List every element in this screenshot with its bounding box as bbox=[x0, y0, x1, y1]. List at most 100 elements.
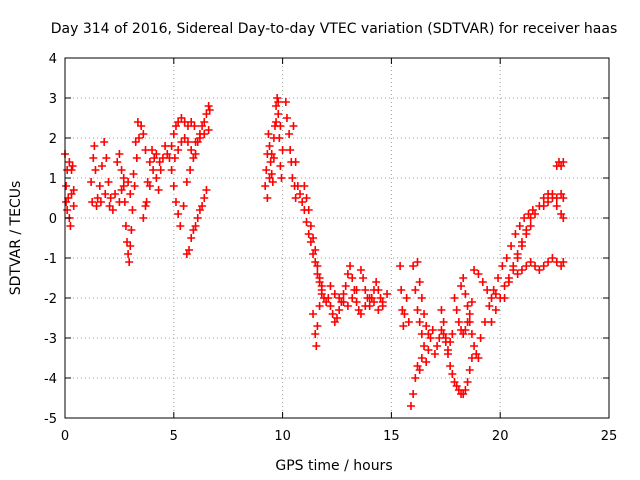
data-point bbox=[272, 118, 281, 126]
data-point bbox=[409, 390, 418, 398]
data-point bbox=[424, 330, 433, 338]
data-point bbox=[142, 198, 151, 206]
data-point bbox=[559, 258, 568, 266]
data-point bbox=[124, 178, 133, 186]
data-point bbox=[302, 194, 311, 202]
data-point bbox=[343, 302, 352, 310]
data-point bbox=[526, 214, 535, 222]
data-point bbox=[359, 274, 368, 282]
data-point bbox=[274, 110, 283, 118]
data-point bbox=[169, 130, 178, 138]
data-point bbox=[415, 366, 424, 374]
data-point bbox=[459, 274, 468, 282]
x-tick-label: 10 bbox=[274, 429, 291, 444]
data-point bbox=[441, 334, 450, 342]
data-point bbox=[424, 346, 433, 354]
data-point bbox=[420, 342, 429, 350]
data-point bbox=[452, 306, 461, 314]
data-point bbox=[204, 126, 213, 134]
data-point bbox=[470, 266, 479, 274]
data-point bbox=[328, 310, 337, 318]
data-point bbox=[311, 246, 320, 254]
data-point bbox=[544, 198, 553, 206]
data-point bbox=[96, 198, 105, 206]
data-point bbox=[302, 218, 311, 226]
data-point bbox=[461, 290, 470, 298]
data-point bbox=[539, 194, 548, 202]
data-point bbox=[317, 290, 326, 298]
data-point bbox=[92, 202, 101, 210]
data-point bbox=[115, 198, 124, 206]
data-point bbox=[437, 306, 446, 314]
data-point bbox=[513, 270, 522, 278]
data-point bbox=[315, 274, 324, 282]
data-point bbox=[470, 342, 479, 350]
x-tick-label: 20 bbox=[492, 429, 509, 444]
data-point bbox=[478, 278, 487, 286]
data-point bbox=[276, 122, 285, 130]
data-point bbox=[406, 402, 415, 410]
data-point bbox=[195, 134, 204, 142]
data-point bbox=[500, 294, 509, 302]
data-point bbox=[182, 178, 191, 186]
data-point bbox=[559, 158, 568, 166]
data-point bbox=[100, 138, 109, 146]
data-point bbox=[548, 254, 557, 262]
data-point bbox=[149, 166, 158, 174]
data-point bbox=[130, 182, 139, 190]
y-tick-label: -4 bbox=[44, 372, 57, 387]
data-point bbox=[62, 182, 71, 190]
data-point bbox=[291, 158, 300, 166]
y-tick-label: 1 bbox=[49, 172, 57, 187]
data-point bbox=[531, 262, 540, 270]
data-point bbox=[430, 350, 439, 358]
data-point bbox=[313, 322, 322, 330]
data-point bbox=[448, 330, 457, 338]
data-point bbox=[522, 262, 531, 270]
data-point bbox=[476, 334, 485, 342]
data-point bbox=[204, 102, 213, 110]
x-axis-label: GPS time / hours bbox=[275, 458, 392, 474]
data-point bbox=[69, 186, 78, 194]
data-point bbox=[69, 202, 78, 210]
x-tick-label: 25 bbox=[601, 429, 618, 444]
data-point bbox=[443, 350, 452, 358]
data-point bbox=[291, 194, 300, 202]
data-point bbox=[167, 166, 176, 174]
data-point bbox=[205, 106, 214, 114]
data-point bbox=[415, 278, 424, 286]
data-point bbox=[420, 310, 429, 318]
data-point bbox=[63, 206, 72, 214]
data-point bbox=[277, 174, 286, 182]
data-point bbox=[117, 166, 126, 174]
data-point bbox=[446, 338, 455, 346]
data-point bbox=[463, 378, 472, 386]
data-point bbox=[348, 274, 357, 282]
data-point bbox=[313, 262, 322, 270]
data-point bbox=[289, 122, 298, 130]
data-point bbox=[352, 298, 361, 306]
data-point bbox=[531, 210, 540, 218]
data-point bbox=[101, 190, 110, 198]
data-point bbox=[343, 270, 352, 278]
y-tick-label: 2 bbox=[49, 132, 57, 147]
data-point bbox=[341, 282, 350, 290]
data-point bbox=[315, 302, 324, 310]
data-point bbox=[170, 154, 179, 162]
y-tick-label: -1 bbox=[44, 252, 57, 267]
data-point bbox=[339, 290, 348, 298]
data-point bbox=[502, 254, 511, 262]
data-point bbox=[526, 222, 535, 230]
data-point bbox=[396, 262, 405, 270]
data-point bbox=[89, 154, 98, 162]
data-point bbox=[97, 162, 106, 170]
data-point bbox=[264, 130, 273, 138]
data-point bbox=[326, 282, 335, 290]
data-point bbox=[311, 330, 320, 338]
data-point bbox=[494, 274, 503, 282]
data-point bbox=[113, 158, 122, 166]
data-point bbox=[404, 318, 413, 326]
data-point bbox=[124, 250, 133, 258]
